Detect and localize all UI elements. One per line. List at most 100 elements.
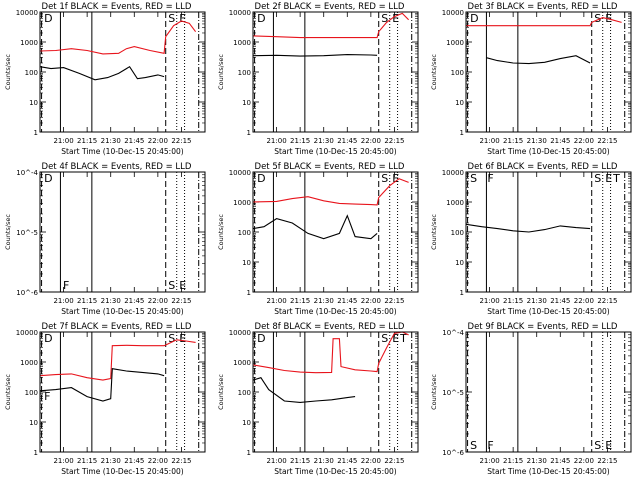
- x-tick-label: 21:15: [290, 137, 310, 145]
- x-tick-label: 22:00: [574, 297, 594, 305]
- x-axis-label: Start Time (10-Dec-15 20:45:00): [61, 307, 183, 316]
- plot-frame: [465, 331, 632, 453]
- plot-frame: [252, 11, 419, 133]
- x-axis-label: Start Time (10-Dec-15 20:45:00): [487, 467, 609, 476]
- x-tick-label: 21:30: [314, 137, 334, 145]
- x-tick-label: 21:00: [53, 457, 73, 465]
- x-tick-label: 21:45: [124, 297, 144, 305]
- plot-frame: [252, 331, 419, 453]
- x-tick-label: 21:00: [53, 297, 73, 305]
- event-annotation: E: [605, 172, 612, 185]
- data-series-line: [252, 54, 378, 57]
- data-series-line: [465, 223, 591, 233]
- detector-panel: Det 7f BLACK = Events, RED = LLD Counts/s…: [4, 322, 206, 476]
- event-annotation: F: [63, 279, 69, 292]
- y-tick-label: 10: [455, 259, 464, 267]
- x-tick-label: 22:15: [171, 137, 191, 145]
- event-annotation: S: [381, 332, 388, 345]
- y-tick-label: 1000: [20, 39, 38, 47]
- y-tick-label: 10000: [229, 169, 251, 177]
- y-tick-label: 100: [25, 69, 38, 77]
- x-tick-label: 21:00: [266, 457, 286, 465]
- x-axis-label: Start Time (10-Dec-15 20:45:00): [61, 467, 183, 476]
- x-tick-label: 21:45: [550, 297, 570, 305]
- x-axis-label: Start Time (10-Dec-15 20:45:00): [274, 147, 396, 156]
- y-tick-label: 1000: [446, 39, 464, 47]
- panel-title: Det 9f BLACK = Events, RED = LLD: [468, 322, 618, 332]
- data-series-line: [252, 331, 409, 374]
- x-tick-label: 22:15: [171, 297, 191, 305]
- x-tick-label: 22:15: [384, 457, 404, 465]
- panel-title: Det 8f BLACK = Events, RED = LLD: [255, 322, 405, 332]
- panel-title: Det 5f BLACK = Events, RED = LLD: [255, 162, 405, 172]
- y-tick-label: 1: [460, 129, 464, 137]
- x-axis-label: Start Time (10-Dec-15 20:45:00): [274, 467, 396, 476]
- event-annotation: S: [594, 172, 601, 185]
- data-series-line: [252, 377, 356, 403]
- x-tick-label: 22:15: [171, 457, 191, 465]
- data-series-line: [39, 20, 197, 55]
- x-tick-label: 21:15: [290, 457, 310, 465]
- event-annotation: F: [487, 439, 493, 452]
- x-tick-label: 21:00: [479, 297, 499, 305]
- event-annotation: S: [168, 12, 175, 25]
- event-annotation: D: [470, 12, 478, 25]
- y-tick-label: 100: [238, 69, 251, 77]
- x-tick-label: 21:15: [503, 297, 523, 305]
- y-tick-label: 1: [247, 449, 251, 457]
- detector-panel: Det 6f BLACK = Events, RED = LLD Counts/s…: [430, 162, 632, 316]
- detector-panel: Det 5f BLACK = Events, RED = LLD Counts/s…: [217, 162, 419, 316]
- x-tick-label: 22:00: [148, 457, 168, 465]
- y-tick-label: 10^-4: [16, 169, 38, 177]
- data-series-line: [39, 339, 196, 381]
- x-tick-label: 22:00: [574, 137, 594, 145]
- y-tick-label: 10^-6: [442, 449, 464, 457]
- data-series-line: [39, 65, 165, 81]
- x-axis-label: Start Time (10-Dec-15 20:45:00): [61, 147, 183, 156]
- x-tick-label: 21:45: [337, 297, 357, 305]
- event-annotation: E: [392, 332, 399, 345]
- detector-panel: Det 3f BLACK = Events, RED = LLD Counts/s…: [430, 2, 632, 156]
- event-annotation: T: [612, 172, 620, 185]
- x-tick-label: 22:00: [148, 137, 168, 145]
- x-tick-label: 21:45: [550, 457, 570, 465]
- panel-title: Det 4f BLACK = Events, RED = LLD: [42, 162, 192, 172]
- y-tick-label: 100: [451, 229, 464, 237]
- x-tick-label: 21:15: [290, 297, 310, 305]
- event-annotation: E: [179, 332, 186, 345]
- event-annotation: S: [381, 12, 388, 25]
- x-tick-label: 21:30: [101, 297, 121, 305]
- data-series-line: [466, 17, 622, 27]
- x-tick-label: 21:15: [77, 457, 97, 465]
- plot-frame: [39, 171, 206, 293]
- event-annotation: F: [487, 172, 493, 185]
- y-tick-label: 10000: [16, 9, 38, 17]
- x-tick-label: 21:45: [337, 137, 357, 145]
- event-annotation: D: [44, 172, 52, 185]
- y-tick-label: 100: [25, 389, 38, 397]
- y-axis-label: Counts/sec: [430, 54, 438, 90]
- x-tick-label: 22:15: [597, 137, 617, 145]
- detector-panel: Det 1f BLACK = Events, RED = LLD Counts/s…: [4, 2, 206, 156]
- event-annotation: E: [392, 12, 399, 25]
- detector-panel: Det 9f BLACK = Events, RED = LLD Counts/s…: [430, 322, 632, 476]
- y-tick-label: 1000: [233, 359, 251, 367]
- y-tick-label: 1: [34, 129, 38, 137]
- y-axis-label: Counts/sec: [4, 214, 12, 250]
- x-tick-label: 21:00: [266, 137, 286, 145]
- y-axis-label: Counts/sec: [4, 374, 12, 410]
- event-annotation: D: [257, 12, 265, 25]
- x-tick-label: 21:30: [314, 297, 334, 305]
- panel-title: Det 2f BLACK = Events, RED = LLD: [255, 2, 405, 12]
- y-tick-label: 10^-5: [16, 229, 38, 237]
- y-tick-label: 10000: [442, 169, 464, 177]
- y-tick-label: 1000: [233, 39, 251, 47]
- detector-panel: Det 2f BLACK = Events, RED = LLD Counts/s…: [217, 2, 419, 156]
- event-annotation: S: [470, 439, 477, 452]
- data-series-line: [486, 55, 591, 65]
- y-axis-label: Counts/sec: [217, 214, 225, 250]
- y-tick-label: 10000: [16, 329, 38, 337]
- event-annotation: S: [381, 172, 388, 185]
- plot-frame: [465, 171, 632, 293]
- y-tick-label: 100: [238, 389, 251, 397]
